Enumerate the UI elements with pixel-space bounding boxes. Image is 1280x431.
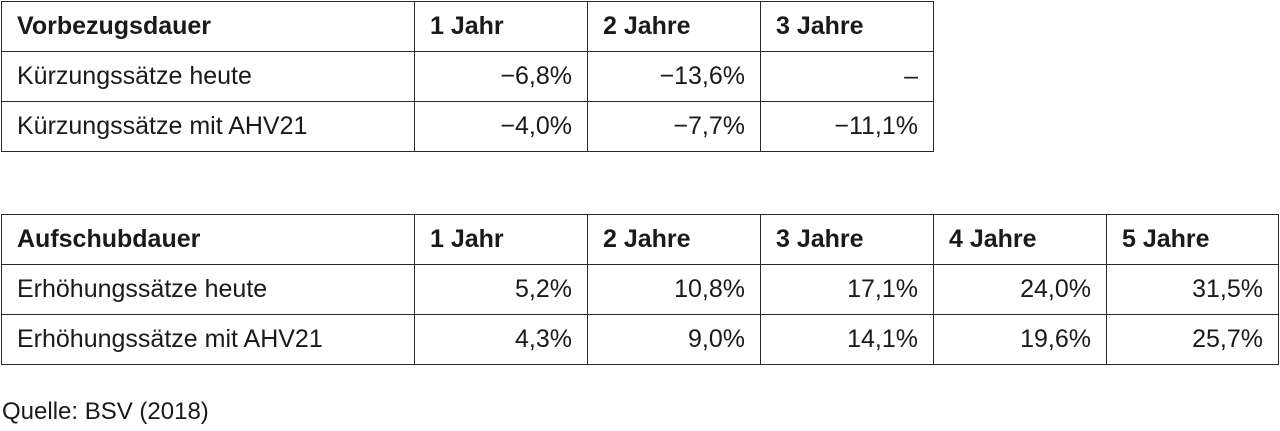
row-label: Kürzungssätze heute (1, 51, 415, 102)
table-header-row: Vorbezugsdauer 1 Jahr 2 Jahre 3 Jahre (1, 1, 934, 52)
row-label: Erhöhungssätze mit AHV21 (1, 314, 415, 365)
table-cell: 31,5% (1106, 264, 1279, 315)
header-aufschubdauer: Aufschubdauer (1, 214, 415, 265)
header-2-jahre: 2 Jahre (587, 214, 761, 265)
header-1-jahr: 1 Jahr (414, 214, 588, 265)
table-cell: 25,7% (1106, 314, 1279, 365)
header-3-jahre: 3 Jahre (760, 214, 934, 265)
table-row: Erhöhungssätze heute 5,2% 10,8% 17,1% 24… (1, 264, 1279, 315)
table-cell: 10,8% (587, 264, 761, 315)
table-row: Kürzungssätze heute −6,8% −13,6% – (1, 51, 934, 102)
table-cell: −11,1% (760, 101, 934, 152)
table-cell: 24,0% (933, 264, 1107, 315)
row-label: Kürzungssätze mit AHV21 (1, 101, 415, 152)
vorbezug-table: Vorbezugsdauer 1 Jahr 2 Jahre 3 Jahre Kü… (1, 1, 934, 152)
table-cell: – (760, 51, 934, 102)
header-1-jahr: 1 Jahr (414, 1, 588, 52)
aufschub-table: Aufschubdauer 1 Jahr 2 Jahre 3 Jahre 4 J… (1, 214, 1279, 365)
table-cell: 14,1% (760, 314, 934, 365)
header-3-jahre: 3 Jahre (760, 1, 934, 52)
table-row: Erhöhungssätze mit AHV21 4,3% 9,0% 14,1%… (1, 314, 1279, 365)
table-cell: −6,8% (414, 51, 588, 102)
table-cell: 19,6% (933, 314, 1107, 365)
table-cell: 9,0% (587, 314, 761, 365)
table-row: Kürzungssätze mit AHV21 −4,0% −7,7% −11,… (1, 101, 934, 152)
table-cell: 5,2% (414, 264, 588, 315)
header-5-jahre: 5 Jahre (1106, 214, 1279, 265)
header-vorbezugsdauer: Vorbezugsdauer (1, 1, 415, 52)
table-cell: −7,7% (587, 101, 761, 152)
source-note: Quelle: BSV (2018) (2, 398, 209, 425)
table-cell: 17,1% (760, 264, 934, 315)
table-cell: −13,6% (587, 51, 761, 102)
row-label: Erhöhungssätze heute (1, 264, 415, 315)
table-cell: 4,3% (414, 314, 588, 365)
table-cell: −4,0% (414, 101, 588, 152)
header-4-jahre: 4 Jahre (933, 214, 1107, 265)
table-header-row: Aufschubdauer 1 Jahr 2 Jahre 3 Jahre 4 J… (1, 214, 1279, 265)
header-2-jahre: 2 Jahre (587, 1, 761, 52)
